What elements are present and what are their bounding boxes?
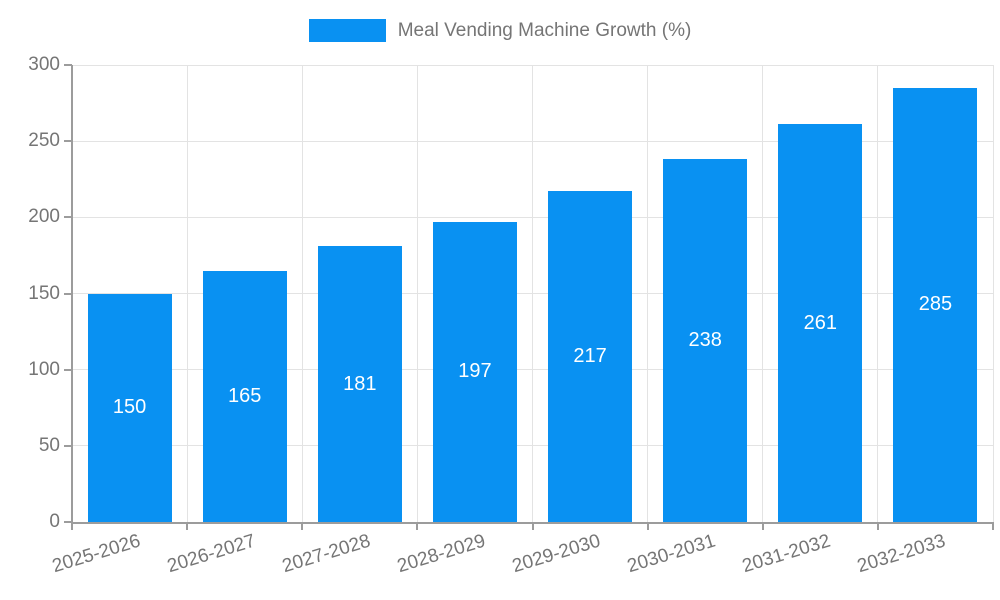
x-tick-mark [301,522,304,530]
x-tick-mark [71,522,73,530]
gridline-vertical [762,65,764,522]
y-tick-mark [64,140,72,143]
legend-label[interactable]: Meal Vending Machine Growth (%) [397,20,692,41]
gridline-vertical [992,65,994,522]
y-tick-label: 300 [28,54,60,75]
x-tick-mark [416,522,419,530]
x-tick-mark [531,522,534,530]
y-tick-mark [64,521,72,523]
bar[interactable]: 261 [778,124,863,522]
bar-value-label: 261 [803,311,837,334]
bar-value-label: 217 [573,345,607,368]
bar-value-label: 150 [112,396,147,419]
bar-value-label: 181 [343,372,377,395]
y-tick-mark [64,368,72,371]
bar[interactable]: 165 [202,270,287,522]
y-tick-label: 0 [49,511,60,532]
x-tick-mark [761,522,764,530]
gridline-vertical [532,65,533,522]
y-axis-line [71,65,73,530]
bar-value-label: 285 [918,293,953,316]
x-tick-mark [876,522,879,530]
bar-value-label: 165 [227,384,262,407]
x-tick-mark [186,522,189,530]
legend: Meal Vending Machine Growth (%) [0,19,1000,42]
bar[interactable]: 217 [548,191,633,522]
bar-value-label: 238 [688,329,722,352]
y-tick-label: 200 [28,206,60,228]
gridline-vertical [416,65,418,522]
bar[interactable]: 197 [432,221,517,522]
plot-area: 150 165 181 197 217 238 261 285 [71,64,994,530]
gridline-vertical [877,65,879,522]
gridline-vertical [186,65,188,522]
legend-swatch[interactable] [308,19,386,42]
y-tick-label: 50 [38,434,60,456]
bar-value-label: 197 [458,360,492,383]
y-tick-mark [64,444,72,447]
y-tick-label: 250 [28,130,60,152]
y-tick-mark [64,292,72,295]
gridline-vertical [647,65,649,522]
x-tick-mark [646,522,649,530]
bar[interactable]: 285 [893,87,978,522]
bar[interactable]: 181 [317,246,402,522]
gridline-vertical [301,65,303,522]
y-tick-label: 100 [28,358,60,380]
bar[interactable]: 238 [663,159,748,522]
x-tick-mark [992,522,994,530]
y-tick-label: 150 [28,282,60,304]
y-tick-mark [64,64,72,66]
y-tick-mark [64,216,72,219]
bar[interactable]: 150 [87,293,172,522]
